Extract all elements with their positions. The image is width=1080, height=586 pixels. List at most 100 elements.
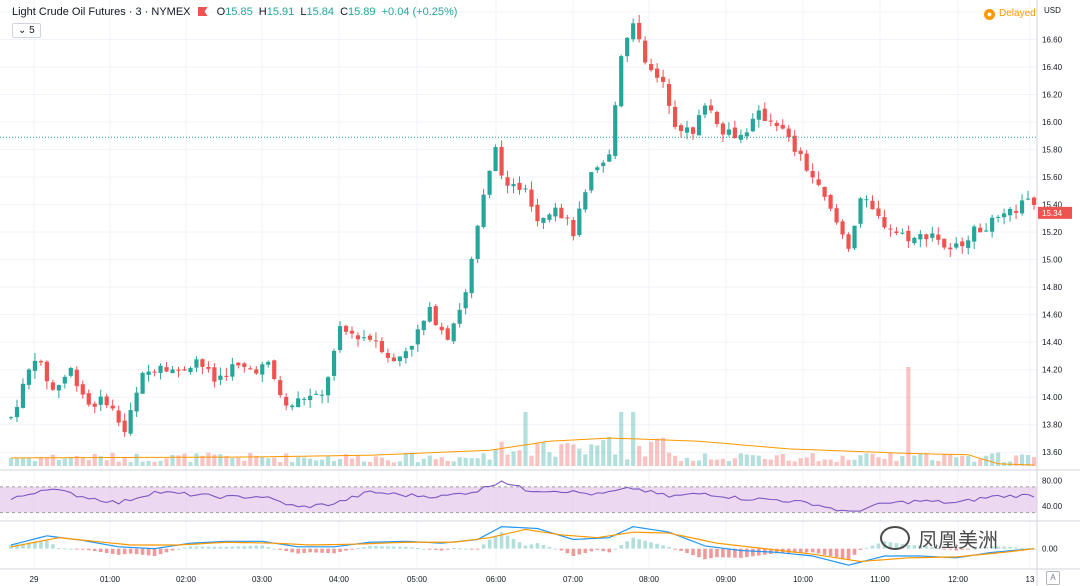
volume-bar <box>451 461 456 466</box>
macd-histogram-bar <box>302 548 306 553</box>
macd-histogram-bar <box>978 547 982 549</box>
macd-histogram-bar <box>218 546 223 549</box>
volume-bar <box>577 448 582 466</box>
macd-histogram-bar <box>972 548 976 550</box>
candle-body <box>678 125 684 132</box>
candle-body <box>38 361 43 363</box>
auto-scale-button[interactable]: A <box>1046 571 1060 585</box>
volume-bar <box>439 457 444 466</box>
candle-body <box>1025 198 1031 200</box>
volume-bar <box>972 461 977 466</box>
candle-body <box>990 217 995 232</box>
candle-body <box>750 118 755 132</box>
macd-histogram-bar <box>691 548 695 556</box>
volume-bar <box>415 462 420 466</box>
macd-histogram-bar <box>332 548 336 554</box>
volume-bar <box>146 460 151 466</box>
macd-histogram-bar <box>57 548 61 550</box>
candle-body <box>828 194 833 209</box>
y-tick-label: 15.80 <box>1042 146 1063 155</box>
volume-bar <box>170 454 175 466</box>
volume-bar <box>457 457 462 466</box>
volume-bar <box>744 454 749 466</box>
volume-bar <box>505 454 510 466</box>
candle-body <box>888 228 893 230</box>
delayed-badge[interactable]: ● Delayed <box>984 8 1036 20</box>
change-value: +0.04 (+0.25%) <box>381 6 458 18</box>
volume-bar <box>978 459 983 466</box>
volume-bar <box>708 459 714 466</box>
macd-histogram-bar <box>134 548 139 555</box>
candle-body <box>756 110 761 120</box>
volume-bar <box>583 454 588 466</box>
x-tick-label: 02:00 <box>176 575 197 584</box>
candle-body <box>403 351 408 359</box>
candle-body <box>912 237 917 244</box>
candle-body <box>714 111 720 124</box>
candle-body <box>786 128 791 138</box>
candle-body <box>906 230 911 242</box>
candle-body <box>846 234 851 249</box>
macd-histogram-bar <box>421 548 426 550</box>
macd-histogram-bar <box>643 540 647 549</box>
candle-body <box>68 368 73 376</box>
macd-histogram-bar <box>703 548 707 560</box>
macd-histogram-bar <box>1020 547 1024 549</box>
candle-body <box>547 214 552 220</box>
candle-body <box>672 106 678 127</box>
volume-bar <box>200 455 205 466</box>
macd-histogram-bar <box>152 548 157 556</box>
macd-histogram-bar <box>272 548 277 550</box>
high-value: 15.91 <box>266 6 295 18</box>
macd-tick-label: 0.00 <box>1042 545 1058 554</box>
volume-bar <box>768 459 773 466</box>
interval-value: 5 <box>29 25 35 36</box>
macd-histogram-bar <box>499 532 504 549</box>
candle-body <box>517 182 522 190</box>
rsi-band <box>0 486 1037 513</box>
x-tick-label: 11:00 <box>870 575 890 584</box>
y-tick-label: 16.60 <box>1042 36 1063 45</box>
candle-body <box>230 364 235 377</box>
candle-body <box>122 420 127 433</box>
volume-bar <box>529 455 534 466</box>
macd-histogram-bar <box>757 548 761 556</box>
candle-body <box>942 238 947 248</box>
close-label: C <box>340 6 349 18</box>
candle-body <box>738 134 743 140</box>
macd-histogram-bar <box>212 546 217 549</box>
macd-histogram-bar <box>344 548 348 551</box>
interval-selector[interactable]: ⌄ 5 <box>12 23 41 38</box>
candle-body <box>224 375 229 377</box>
macd-histogram-bar <box>493 535 498 549</box>
macd-histogram-bar <box>1008 546 1012 549</box>
volume-bar <box>876 457 881 466</box>
candle-body <box>110 405 115 409</box>
volume-bar <box>68 457 73 466</box>
volume-bar <box>870 453 875 466</box>
candle-body <box>74 369 79 387</box>
candle-body <box>744 132 749 137</box>
candle-body <box>948 247 953 250</box>
volume-bar <box>948 453 953 466</box>
volume-bar <box>110 452 115 466</box>
y-tick-label: 15.60 <box>1042 173 1063 182</box>
candle-body <box>930 233 935 238</box>
macd-histogram-bar <box>834 548 839 558</box>
y-tick-label: 15.00 <box>1042 256 1063 265</box>
volume-bar <box>385 460 390 466</box>
candle-body <box>391 357 396 362</box>
candle-body <box>331 350 337 376</box>
macd-histogram-bar <box>386 546 390 549</box>
macd-histogram-bar <box>290 548 294 553</box>
candle-body <box>780 124 785 129</box>
candle-body <box>816 179 821 185</box>
volume-bar <box>702 453 708 466</box>
candle-body <box>972 226 977 242</box>
last-price-tag <box>1038 206 1072 219</box>
candle-body <box>176 369 181 371</box>
macd-histogram-bar <box>80 548 85 550</box>
volume-bar <box>433 459 438 466</box>
volume-bar <box>499 441 504 466</box>
